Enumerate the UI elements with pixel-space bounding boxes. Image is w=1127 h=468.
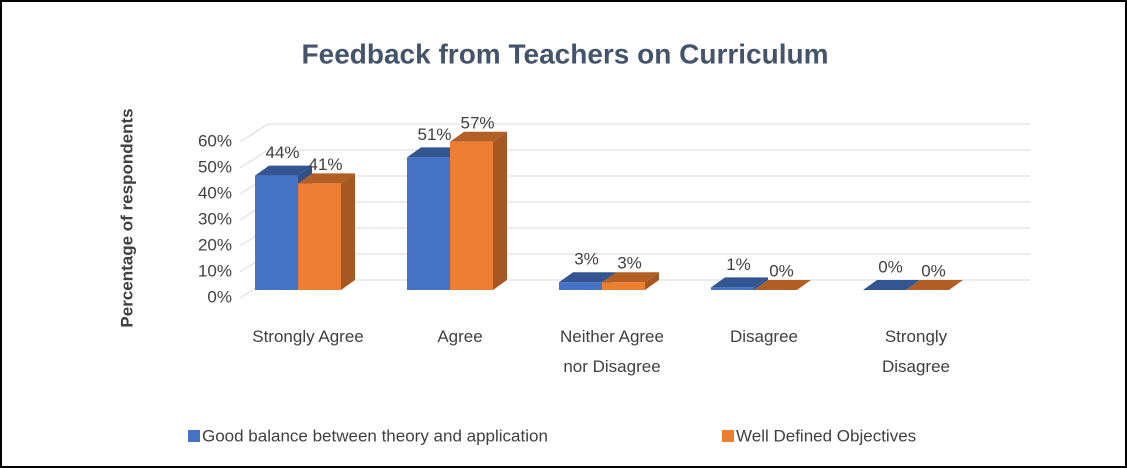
- grid-line: [239, 123, 1030, 143]
- data-label: 0%: [878, 257, 903, 276]
- bar-front: [711, 287, 754, 290]
- bar: [754, 280, 811, 290]
- data-label: 3%: [574, 250, 599, 269]
- bar-front: [298, 183, 341, 290]
- data-label: 1%: [726, 255, 751, 274]
- legend-label: Well Defined Objectives: [736, 426, 916, 445]
- bar-side: [754, 277, 768, 290]
- bar-top: [298, 173, 355, 184]
- bar-front: [559, 282, 602, 290]
- y-tick-label: 20%: [198, 235, 232, 254]
- bar: [602, 272, 659, 290]
- y-tick-label: 30%: [198, 209, 232, 228]
- bar-top: [407, 147, 464, 158]
- legend-swatch: [722, 430, 734, 442]
- data-label: 51%: [417, 125, 451, 144]
- y-axis-label: Percentage of respondents: [117, 108, 136, 327]
- x-tick-label: Agree: [437, 327, 482, 346]
- y-tick-label: 60%: [198, 131, 232, 150]
- bar-top: [711, 277, 768, 288]
- bar-side: [645, 272, 659, 290]
- y-tick-label: 10%: [198, 261, 232, 280]
- bar: [906, 280, 963, 290]
- data-label: 0%: [769, 261, 794, 280]
- bar-top: [602, 272, 659, 283]
- data-label: 3%: [617, 254, 642, 273]
- data-label: 57%: [460, 113, 494, 132]
- bar-front: [602, 282, 645, 290]
- chart-title: Feedback from Teachers on Curriculum: [302, 38, 829, 69]
- x-tick-label: Disagree: [730, 327, 798, 346]
- bar: [450, 131, 507, 290]
- bar-top: [255, 165, 312, 176]
- bar-top: [559, 272, 616, 283]
- bar-top: [863, 280, 920, 290]
- bar-front: [255, 175, 298, 290]
- bar: [298, 173, 355, 290]
- bar: [863, 280, 920, 290]
- bar-side: [493, 131, 507, 290]
- bar-top: [906, 280, 963, 290]
- data-label: 0%: [921, 261, 946, 280]
- y-tick-label: 50%: [198, 157, 232, 176]
- legend-swatch: [188, 430, 200, 442]
- bar-front: [407, 157, 450, 290]
- bar: [711, 277, 768, 290]
- data-label: 41%: [308, 155, 342, 174]
- x-tick-label: Strongly Disagree: [882, 327, 950, 376]
- bar-top: [754, 280, 811, 290]
- y-tick-label: 0%: [207, 287, 232, 306]
- bar-side: [341, 173, 355, 290]
- x-tick-label: Neither Agree nor Disagree: [560, 327, 664, 376]
- data-label: 44%: [265, 143, 299, 162]
- x-tick-label: Strongly Agree: [252, 327, 364, 346]
- legend-label: Good balance between theory and applicat…: [202, 426, 548, 445]
- grid-line: [239, 149, 1030, 169]
- bar-top: [450, 131, 507, 142]
- bar-front: [450, 141, 493, 290]
- y-tick-label: 40%: [198, 183, 232, 202]
